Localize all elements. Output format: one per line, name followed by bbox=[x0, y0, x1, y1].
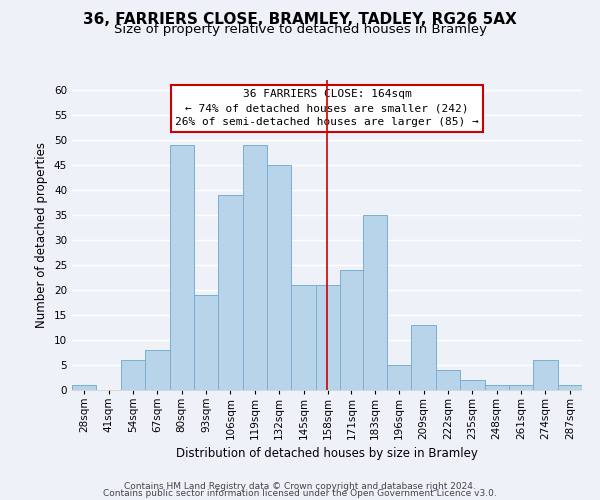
Bar bbox=[362, 215, 387, 390]
Bar bbox=[485, 385, 509, 390]
Bar bbox=[436, 370, 460, 390]
Bar bbox=[170, 145, 194, 390]
Bar bbox=[145, 350, 170, 390]
Y-axis label: Number of detached properties: Number of detached properties bbox=[35, 142, 49, 328]
Text: 36 FARRIERS CLOSE: 164sqm
← 74% of detached houses are smaller (242)
26% of semi: 36 FARRIERS CLOSE: 164sqm ← 74% of detac… bbox=[175, 90, 479, 128]
Bar bbox=[292, 285, 316, 390]
Bar bbox=[267, 165, 292, 390]
Text: Contains public sector information licensed under the Open Government Licence v3: Contains public sector information licen… bbox=[103, 490, 497, 498]
Bar bbox=[194, 295, 218, 390]
Bar bbox=[412, 325, 436, 390]
Bar bbox=[557, 385, 582, 390]
Bar bbox=[316, 285, 340, 390]
Text: 36, FARRIERS CLOSE, BRAMLEY, TADLEY, RG26 5AX: 36, FARRIERS CLOSE, BRAMLEY, TADLEY, RG2… bbox=[83, 12, 517, 28]
Bar bbox=[242, 145, 267, 390]
Bar bbox=[218, 195, 242, 390]
Bar bbox=[72, 385, 97, 390]
Bar bbox=[340, 270, 362, 390]
Bar bbox=[509, 385, 533, 390]
Text: Contains HM Land Registry data © Crown copyright and database right 2024.: Contains HM Land Registry data © Crown c… bbox=[124, 482, 476, 491]
Bar bbox=[387, 365, 412, 390]
Bar bbox=[533, 360, 557, 390]
Text: Size of property relative to detached houses in Bramley: Size of property relative to detached ho… bbox=[113, 22, 487, 36]
X-axis label: Distribution of detached houses by size in Bramley: Distribution of detached houses by size … bbox=[176, 448, 478, 460]
Bar bbox=[460, 380, 485, 390]
Bar bbox=[121, 360, 145, 390]
